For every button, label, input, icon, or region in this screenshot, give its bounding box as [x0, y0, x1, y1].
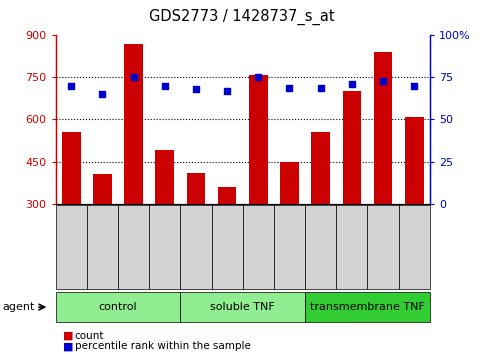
Point: [255, 75, 262, 80]
Point: [161, 83, 169, 89]
Point: [348, 81, 356, 87]
Point: [99, 91, 106, 97]
Text: count: count: [75, 331, 104, 341]
Point: [379, 78, 387, 84]
Bar: [249, 75, 268, 204]
Bar: [62, 132, 81, 204]
Text: control: control: [99, 302, 137, 312]
Bar: [374, 52, 392, 204]
Point: [67, 83, 75, 89]
Text: soluble TNF: soluble TNF: [210, 302, 275, 312]
Point: [129, 75, 137, 80]
Text: transmembrane TNF: transmembrane TNF: [310, 302, 425, 312]
Bar: [312, 132, 330, 204]
Text: agent: agent: [2, 302, 35, 312]
Point: [192, 86, 200, 92]
Text: ■: ■: [63, 331, 73, 341]
Point: [285, 85, 293, 90]
Bar: [186, 173, 205, 204]
Bar: [405, 117, 424, 204]
Bar: [124, 44, 143, 204]
Point: [411, 83, 418, 89]
Text: GDS2773 / 1428737_s_at: GDS2773 / 1428737_s_at: [149, 9, 334, 25]
Bar: [342, 91, 361, 204]
Bar: [156, 150, 174, 204]
Bar: [93, 174, 112, 204]
Point: [317, 85, 325, 90]
Bar: [218, 187, 237, 204]
Bar: [280, 161, 299, 204]
Text: percentile rank within the sample: percentile rank within the sample: [75, 341, 251, 351]
Point: [223, 88, 231, 94]
Text: ■: ■: [63, 341, 73, 351]
